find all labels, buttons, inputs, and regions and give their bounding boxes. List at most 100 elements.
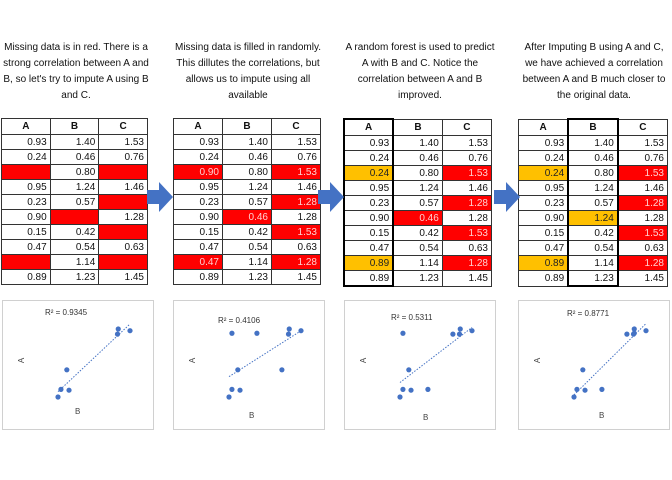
scatter-plot-3: R² = 0.5311 A B bbox=[344, 300, 496, 430]
table-row: 0.95 1.24 1.46 bbox=[518, 180, 668, 196]
table-cell: 1.53 bbox=[617, 165, 668, 181]
data-point bbox=[630, 331, 637, 337]
table-cell: 0.80 bbox=[49, 164, 100, 180]
table-cell: 0.90 bbox=[342, 210, 395, 226]
table-row: 0.15 0.42 1.53 bbox=[518, 225, 668, 241]
table-cell: 0.57 bbox=[567, 195, 619, 211]
data-table-3: A B C 0.93 1.40 1.53 0.24 0.46 0.76 0.24 0.80 1.53 0… bbox=[342, 118, 493, 287]
table-row: 0.90 1.24 1.28 bbox=[518, 210, 668, 226]
data-point bbox=[457, 326, 463, 332]
data-point bbox=[408, 387, 414, 393]
table-cell: 0.80 bbox=[222, 164, 272, 180]
trendline bbox=[228, 330, 302, 378]
data-point bbox=[229, 330, 235, 336]
table-cell: 0.54 bbox=[567, 240, 619, 256]
table-cell: 0.46 bbox=[392, 210, 443, 226]
table-cell: 1.53 bbox=[271, 164, 321, 180]
table-cell: 0.54 bbox=[222, 239, 272, 255]
table-cell: 0.89 bbox=[342, 255, 395, 271]
table-cell: 1.28 bbox=[441, 195, 493, 211]
column-header: B bbox=[49, 118, 100, 135]
table-cell bbox=[1, 254, 51, 270]
table-cell: 1.28 bbox=[617, 210, 668, 226]
data-point bbox=[631, 326, 637, 332]
caption-3: A random forest is used to predict A wit… bbox=[345, 42, 495, 101]
data-point bbox=[298, 328, 304, 334]
x-axis-label: B bbox=[249, 411, 255, 420]
column-header: B bbox=[392, 118, 443, 136]
data-point bbox=[229, 386, 235, 392]
table-cell: 0.46 bbox=[222, 209, 272, 225]
table-cell: 1.24 bbox=[392, 180, 443, 196]
data-point bbox=[582, 387, 588, 393]
table-cell: 1.14 bbox=[567, 255, 619, 271]
data-point bbox=[237, 387, 243, 393]
column-header: C bbox=[617, 118, 668, 136]
table-row: 0.24 0.80 1.53 bbox=[342, 165, 493, 181]
table-row: 0.95 1.24 1.46 bbox=[1, 179, 148, 195]
table-cell: 1.53 bbox=[441, 135, 493, 151]
table-cell: 0.76 bbox=[617, 150, 668, 166]
table-row: 0.47 0.54 0.63 bbox=[518, 240, 668, 256]
table-cell: 0.47 bbox=[342, 240, 395, 256]
scatter-plot-2: R² = 0.4106 A B bbox=[173, 300, 325, 430]
caption-1: Missing data is in red. There is a stron… bbox=[3, 42, 149, 101]
table-cell: 0.42 bbox=[49, 224, 100, 240]
arrow-right-icon bbox=[318, 182, 344, 212]
data-point bbox=[599, 386, 605, 392]
table-cell: 0.46 bbox=[567, 150, 619, 166]
x-axis-label: B bbox=[423, 413, 429, 422]
table-row: 1.14 bbox=[1, 254, 148, 270]
data-table-1: A B C 0.93 1.40 1.53 0.24 0.46 0.76 0.80 0.95 1.24 1… bbox=[1, 118, 148, 285]
table-cell: 1.53 bbox=[271, 224, 321, 240]
table-row: 0.89 1.23 1.45 bbox=[173, 269, 321, 285]
scatter-canvas bbox=[571, 323, 649, 400]
table-cell: 0.95 bbox=[1, 179, 51, 195]
table-cell: 0.57 bbox=[392, 195, 443, 211]
table-cell: 0.15 bbox=[1, 224, 51, 240]
table-cell: 0.89 bbox=[1, 269, 51, 285]
table-cell: 1.40 bbox=[222, 134, 272, 150]
table-cell: 0.24 bbox=[342, 165, 395, 181]
table-cell: 1.28 bbox=[271, 209, 321, 225]
table-row: 0.89 1.23 1.45 bbox=[1, 269, 148, 285]
scatter-canvas bbox=[397, 326, 475, 400]
table-cell: 1.46 bbox=[271, 179, 321, 195]
data-point bbox=[55, 394, 61, 400]
table-cell: 0.46 bbox=[49, 149, 100, 165]
data-point bbox=[469, 328, 475, 334]
table-cell: 1.40 bbox=[49, 134, 100, 150]
table-row: 0.80 bbox=[1, 164, 148, 180]
table-cell: 0.42 bbox=[222, 224, 272, 240]
table-cell: 0.24 bbox=[342, 150, 395, 166]
data-point bbox=[571, 394, 577, 400]
table-row: 0.90 0.80 1.53 bbox=[173, 164, 321, 180]
table-cell: 0.63 bbox=[617, 240, 668, 256]
table-cell: 1.45 bbox=[98, 269, 148, 285]
table-cell: 1.53 bbox=[98, 134, 148, 150]
table-cell: 0.90 bbox=[173, 164, 223, 180]
column-header: C bbox=[271, 118, 321, 135]
table-cell: 0.47 bbox=[173, 239, 223, 255]
table-cell: 0.23 bbox=[1, 194, 51, 210]
column-header: A bbox=[518, 118, 569, 136]
data-point bbox=[574, 386, 580, 392]
table-cell: 0.24 bbox=[173, 149, 223, 165]
table-row: 0.15 0.42 bbox=[1, 224, 148, 240]
table-row: 0.89 1.23 1.45 bbox=[342, 270, 493, 287]
column-header: A bbox=[1, 118, 51, 135]
table-cell: 0.90 bbox=[1, 209, 51, 225]
table-cell bbox=[98, 224, 148, 240]
caption-2: Missing data is filled in randomly. This… bbox=[175, 42, 321, 101]
data-point bbox=[64, 367, 70, 373]
table-cell: 0.93 bbox=[518, 135, 569, 151]
table-cell: 0.57 bbox=[49, 194, 100, 210]
table-row: 0.93 1.40 1.53 bbox=[1, 134, 148, 150]
column-header: C bbox=[441, 118, 493, 136]
table-cell: 1.28 bbox=[271, 254, 321, 270]
table-cell: 0.93 bbox=[342, 135, 395, 151]
data-point bbox=[114, 331, 121, 337]
scatter-plot-1: R² = 0.9345 A B bbox=[2, 300, 154, 430]
